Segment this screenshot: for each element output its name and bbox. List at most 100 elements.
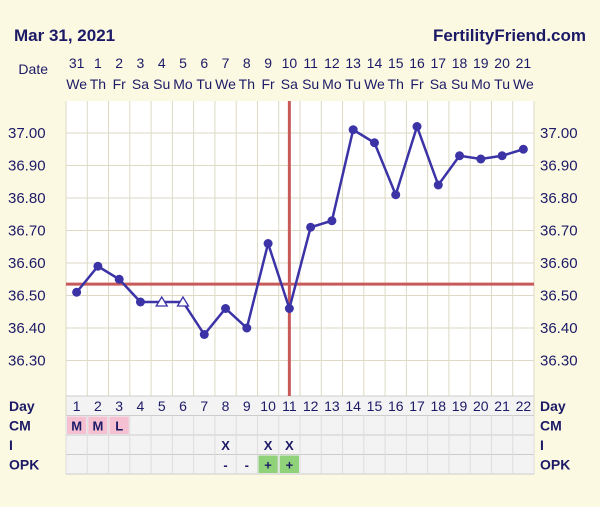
weekday-label: Tu	[196, 76, 212, 92]
y-tick-label-right: 37.00	[540, 125, 578, 142]
date-number: 8	[243, 55, 251, 71]
date-number: 2	[115, 55, 123, 71]
date-number: 1	[94, 55, 102, 71]
cm-value: M	[92, 419, 103, 434]
intercourse-mark: X	[285, 438, 294, 453]
y-tick-label-left: 36.60	[8, 255, 46, 272]
i-row-label-right: I	[540, 437, 544, 453]
temperature-point	[497, 151, 507, 161]
y-tick-label-left: 36.80	[8, 190, 46, 207]
temperature-point	[242, 323, 252, 333]
weekday-label: Su	[451, 76, 468, 92]
opk-value: -	[245, 458, 249, 473]
temperature-point	[455, 151, 465, 161]
opk-positive-cell	[279, 455, 299, 473]
intercourse-mark: X	[221, 438, 230, 453]
temperature-point-open	[176, 295, 190, 307]
day-number: 6	[179, 398, 187, 414]
day-number: 13	[324, 398, 340, 414]
y-tick-label-left: 36.90	[8, 158, 46, 175]
day-number: 5	[158, 398, 166, 414]
day-number: 7	[200, 398, 208, 414]
temperature-point	[135, 297, 145, 307]
cm-value: M	[71, 419, 82, 434]
day-number: 22	[516, 398, 532, 414]
day-number: 20	[473, 398, 489, 414]
temperature-point	[433, 180, 443, 190]
cm-cell	[67, 416, 87, 434]
observation-table: 1 2 3 4 5 6 7 8 9 10 11 12 13 14 15 16 17 18 19 20 21 22M M LX X…	[65, 395, 535, 475]
day-row-label-right: Day	[540, 398, 566, 414]
y-tick-label-right: 36.40	[540, 320, 578, 337]
day-number: 14	[345, 398, 361, 414]
temperature-point-open	[155, 295, 169, 307]
weekday-label: We	[66, 76, 87, 92]
date-number: 31	[69, 55, 85, 71]
weekday-label: Fr	[261, 76, 275, 92]
date-number: 19	[473, 55, 489, 71]
temperature-point	[369, 138, 379, 148]
weekday-label: Mo	[173, 76, 193, 92]
weekday-label: We	[513, 76, 534, 92]
y-tick-label-left: 36.40	[8, 320, 46, 337]
cm-cell	[109, 416, 129, 434]
temperature-point	[412, 122, 422, 131]
cm-row-label-right: CM	[540, 418, 562, 434]
weekday-label: Su	[153, 76, 170, 92]
date-number: 11	[303, 55, 318, 71]
weekday-label: We	[215, 76, 236, 92]
day-number: 2	[94, 398, 102, 414]
date-number: 12	[324, 55, 340, 71]
temperature-point	[306, 222, 316, 232]
day-number: 19	[452, 398, 468, 414]
y-tick-label-left: 36.70	[8, 223, 46, 240]
date-number: 20	[494, 55, 510, 71]
weekday-label: Sa	[281, 76, 298, 92]
weekday-label: Tu	[494, 76, 510, 92]
opk-value: -	[223, 458, 227, 473]
temperature-point	[72, 287, 82, 297]
opk-positive-cell	[258, 455, 278, 473]
temperature-point	[199, 330, 209, 339]
date-number: 5	[179, 55, 187, 71]
date-number: 18	[452, 55, 468, 71]
chart-date: Mar 31, 2021	[14, 26, 116, 45]
temperature-point	[391, 190, 401, 200]
cm-cell	[88, 416, 108, 434]
site-name: FertilityFriend.com	[432, 26, 586, 45]
opk-value: +	[286, 458, 294, 473]
weekday-label: Th	[239, 76, 255, 92]
day-row-label-left: Day	[9, 398, 35, 414]
grid-lines	[65, 101, 535, 396]
y-tick-label-left: 37.00	[8, 125, 46, 142]
date-number: 4	[158, 55, 166, 71]
y-tick-label-right: 36.50	[540, 288, 578, 305]
day-number: 17	[409, 398, 425, 414]
weekday-label: Tu	[345, 76, 361, 92]
day-number: 9	[243, 398, 251, 414]
y-tick-label-right: 36.70	[540, 223, 578, 240]
date-number: 6	[200, 55, 208, 71]
date-number: 9	[264, 55, 272, 71]
weekday-label: We	[364, 76, 385, 92]
temperature-point	[284, 304, 294, 313]
temperature-point	[114, 274, 124, 284]
i-row-label-left: I	[9, 437, 13, 453]
day-number: 4	[137, 398, 145, 414]
date-number: 21	[516, 55, 532, 71]
temperature-point	[263, 239, 273, 248]
y-tick-label-right: 36.60	[540, 255, 578, 272]
date-number: 17	[430, 55, 446, 71]
date-row-label: Date	[18, 61, 48, 77]
day-number: 12	[303, 398, 319, 414]
temperature-points	[72, 122, 528, 339]
day-number: 10	[260, 398, 276, 414]
weekday-label: Sa	[430, 76, 447, 92]
day-number: 11	[282, 398, 297, 414]
cm-row-label-left: CM	[9, 418, 31, 434]
weekday-label: Mo	[322, 76, 342, 92]
weekday-label: Su	[302, 76, 319, 92]
weekday-label: Fr	[410, 76, 424, 92]
